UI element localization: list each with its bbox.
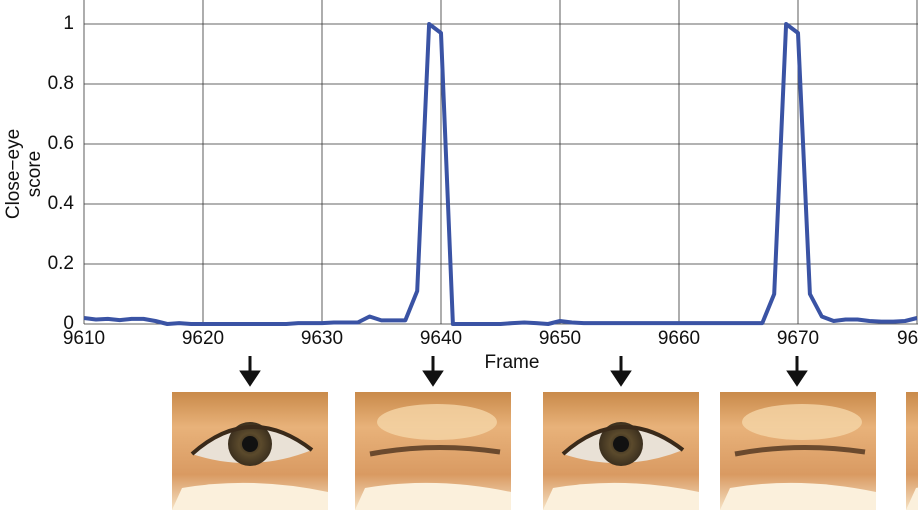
data-line	[83, 22, 918, 326]
x-tick-label: 9610	[63, 328, 105, 349]
x-tick-label: 9650	[539, 328, 581, 349]
x-axis-label: Frame	[485, 352, 540, 373]
y-tick-label: 0.8	[48, 73, 74, 94]
y-tick-label: 0.4	[48, 193, 75, 214]
x-tick-label: 9620	[182, 328, 224, 349]
frame-images	[172, 356, 918, 510]
x-tick-label: 9670	[777, 328, 819, 349]
eye-image	[355, 392, 511, 510]
y-axis-label: score	[24, 151, 45, 197]
x-tick-label: 9630	[301, 328, 343, 349]
x-tick-label: 9640	[420, 328, 462, 349]
y-axis-label: Close−eye	[3, 129, 24, 219]
eye-image	[172, 392, 328, 510]
eye-image	[543, 392, 699, 510]
arrow	[239, 356, 808, 387]
y-tick-label: 1	[63, 13, 74, 34]
y-tick-label: 0	[63, 313, 74, 334]
y-tick-label: 0.6	[48, 133, 74, 154]
eye-image	[720, 392, 876, 510]
x-tick-label: 9660	[658, 328, 700, 349]
eye-image	[906, 392, 918, 510]
y-tick-label: 0.2	[48, 253, 74, 274]
x-tick-label: 96	[897, 328, 918, 349]
